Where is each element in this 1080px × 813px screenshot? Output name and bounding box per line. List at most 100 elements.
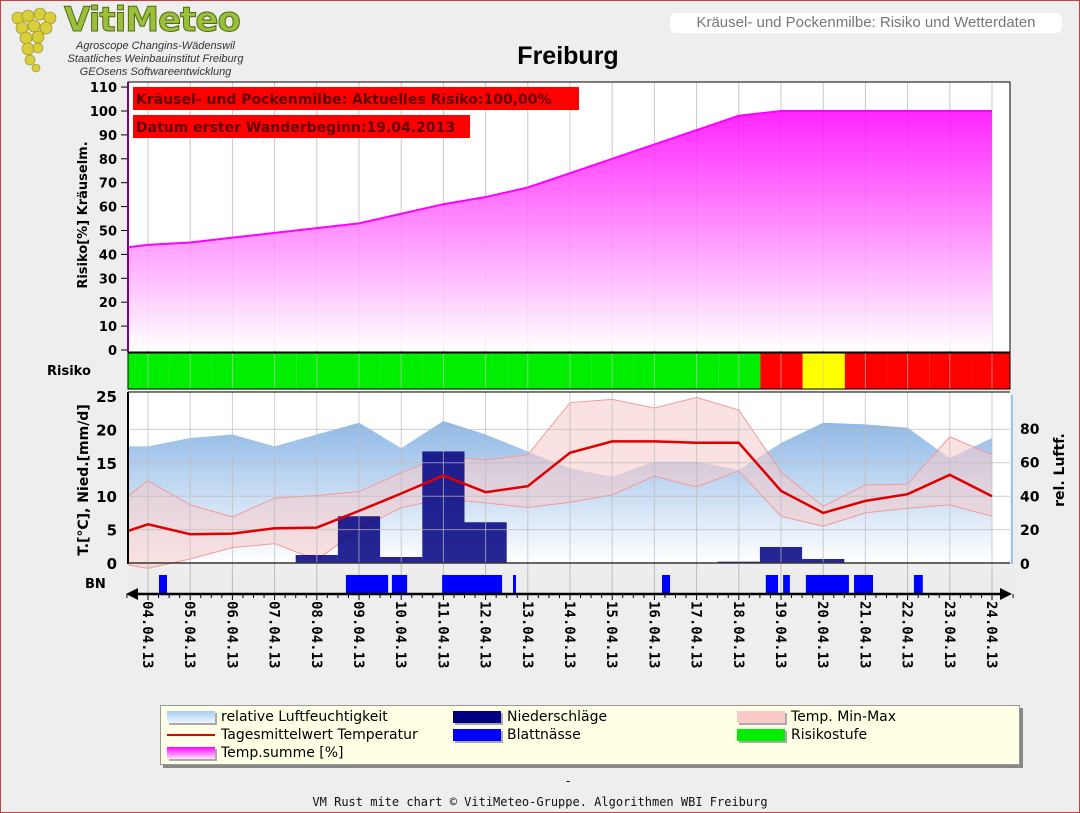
- risk-cell: [633, 353, 677, 389]
- x-date-label: 09.04.13: [350, 601, 366, 668]
- x-date-label: 18.04.13: [730, 601, 746, 668]
- legend-swatch: [453, 729, 501, 741]
- arrow-left-icon: [126, 588, 138, 600]
- risk-cell: [254, 353, 297, 389]
- leaf-wetness-bar: [783, 575, 790, 594]
- vitimeteo-logo: VitiMeteo Agroscope Changins-Wädenswil S…: [6, 0, 256, 79]
- x-date-label: 07.04.13: [266, 601, 282, 668]
- y-tick-label: 0: [107, 555, 117, 573]
- y2-tick-label: 40: [1020, 489, 1040, 505]
- risk-cell: [380, 353, 423, 389]
- x-date-label: 05.04.13: [181, 601, 197, 668]
- footer-dash: -: [566, 774, 571, 788]
- risk-cell: [844, 353, 888, 389]
- y-tick-label: 30: [99, 272, 117, 287]
- date-annotation: Datum erster Wanderbeginn:19.04.2013: [136, 120, 455, 136]
- risk-cell: [971, 353, 1010, 389]
- y-axis-label-risk: Risiko[%] Kräuselm.: [76, 141, 91, 288]
- logo-line: Staatliches Weinbauinstitut Freiburg: [67, 53, 244, 65]
- temp-sum-line: [127, 110, 992, 249]
- risk-cell: [591, 353, 634, 389]
- x-date-label: 20.04.13: [814, 601, 830, 668]
- risk-cell: [211, 353, 255, 389]
- leaf-wetness-bar: [661, 575, 671, 594]
- leaf-wetness-strip: [128, 573, 1010, 594]
- top-plot-border: [127, 81, 1011, 353]
- x-date-label: 23.04.13: [941, 601, 957, 668]
- x-date-label: 19.04.13: [772, 601, 788, 668]
- legend: relative Luftfeuchtigkeit Niederschläge …: [160, 705, 1020, 765]
- leaf-wetness-bar: [854, 575, 873, 594]
- legend-swatch: [453, 711, 501, 723]
- y-tick-label: 100: [90, 105, 117, 120]
- temp-sum-area: [128, 111, 992, 350]
- logo-line: GEOsens Softwareentwicklung: [79, 66, 232, 78]
- leaf-wetness-bar: [158, 575, 167, 594]
- date-annotation-box: [133, 115, 470, 138]
- temp-max-line: [127, 396, 993, 518]
- risk-cell: [887, 353, 930, 389]
- page-subtitle: Kräusel- und Pockenmilbe: Risiko und Wet…: [670, 13, 1062, 33]
- leaf-wetness-bar: [442, 575, 503, 594]
- risk-cell: [128, 353, 170, 389]
- legend-item-temp-sum: Temp.summe [%]: [167, 744, 344, 762]
- risk-annotation: Kräusel- und Pockenmilbe: Aktuelles Risi…: [136, 92, 552, 108]
- leaf-wetness-bar: [391, 575, 408, 594]
- risk-label: Risiko: [47, 364, 91, 379]
- x-date-label: 16.04.13: [645, 601, 661, 668]
- y-tick-label: 60: [99, 201, 117, 216]
- leaf-wetness-label: BN: [85, 577, 106, 592]
- legend-item-leaf-wetness: Blattnässe: [453, 726, 581, 744]
- x-date-label: 14.04.13: [561, 601, 577, 668]
- grapes-icon: [11, 7, 57, 73]
- risk-cell: [929, 353, 972, 389]
- leaf-wetness-bar: [765, 575, 779, 594]
- temp-mean-line: [127, 440, 993, 536]
- x-date-label: 04.04.13: [139, 601, 155, 668]
- leaf-wetness-bar: [913, 575, 923, 594]
- risk-cell: [676, 353, 719, 389]
- legend-label: Temp. Min-Max: [791, 709, 897, 725]
- y2-axis-label-humidity: rel. Luftf.: [1052, 433, 1068, 507]
- leaf-wetness-bar: [345, 575, 389, 594]
- y-tick-label: 20: [96, 421, 117, 439]
- y-tick-label: 110: [90, 81, 117, 96]
- y2-tick-label: 60: [1020, 456, 1040, 472]
- legend-label: Risikostufe: [791, 727, 868, 743]
- y2-tick-label: 80: [1020, 422, 1040, 438]
- x-date-label: 13.04.13: [519, 601, 535, 668]
- legend-swatch: [167, 729, 215, 741]
- x-date-label: 22.04.13: [899, 601, 915, 668]
- legend-swatch: [737, 729, 785, 741]
- y-tick-label: 5: [107, 522, 117, 540]
- x-date-label: 17.04.13: [688, 601, 704, 668]
- x-date-label: 08.04.13: [308, 601, 324, 668]
- legend-item-humidity: relative Luftfeuchtigkeit: [167, 708, 388, 726]
- y-tick-label: 0: [108, 344, 117, 359]
- leaf-wetness-bar: [513, 575, 516, 594]
- risk-cell: [169, 353, 212, 389]
- y-axis-label-weather: T.[°C], Nied.[mm/d]: [76, 404, 92, 555]
- legend-label: relative Luftfeuchtigkeit: [221, 709, 388, 725]
- risk-cell: [422, 353, 466, 389]
- x-date-label: 24.04.13: [983, 601, 999, 668]
- y-tick-label: 70: [99, 177, 117, 192]
- risk-cell: [465, 353, 508, 389]
- footer-credit: VM Rust mite chart © VitiMeteo-Gruppe. A…: [312, 795, 768, 809]
- x-date-label: 11.04.13: [434, 601, 450, 668]
- legend-label: Temp.summe [%]: [221, 745, 344, 761]
- x-date-label: 15.04.13: [603, 601, 619, 668]
- legend-label: Tagesmittelwert Temperatur: [221, 727, 418, 743]
- y-tick-label: 25: [96, 388, 117, 406]
- x-date-label: 10.04.13: [392, 601, 408, 668]
- leaf-wetness-bar: [805, 575, 849, 594]
- x-date-label: 06.04.13: [223, 601, 239, 668]
- y-tick-label: 50: [99, 225, 117, 240]
- y-tick-label: 40: [99, 248, 117, 263]
- risk-cell: [507, 353, 550, 389]
- y2-tick-label: 20: [1020, 523, 1040, 539]
- legend-item-precipitation: Niederschläge: [453, 708, 607, 726]
- y-tick-label: 20: [99, 296, 117, 311]
- legend-swatch: [737, 711, 785, 723]
